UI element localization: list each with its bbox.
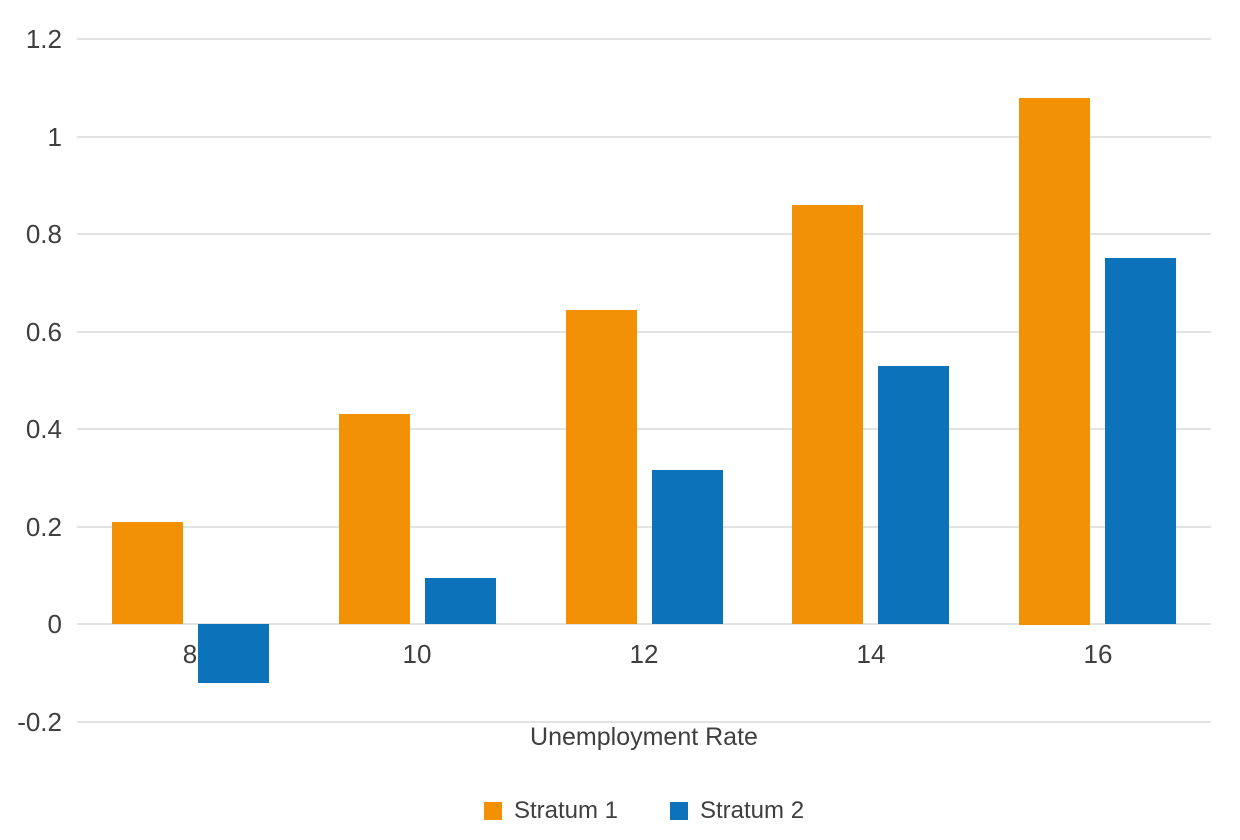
x-axis-tick-label: 16 [1083, 639, 1113, 669]
y-axis-tick-label: 0.2 [25, 512, 62, 542]
x-axis-tick-label: 8 [182, 639, 198, 669]
y-axis-tick-label: 1.2 [25, 24, 62, 54]
y-axis-tick-label: 0 [47, 609, 62, 639]
y-axis-tick-label: -0.2 [17, 707, 62, 737]
y-axis-tick-label: 0.4 [25, 414, 62, 444]
gridline [77, 623, 1211, 625]
gridline [77, 428, 1211, 430]
legend-item-stratum-1: Stratum 1 [483, 797, 618, 824]
gridline [77, 136, 1211, 138]
bar-stratum-1-x8[interactable] [112, 522, 183, 624]
x-axis-tick-label: 14 [856, 639, 886, 669]
gridline [77, 721, 1211, 723]
legend-label: Stratum 2 [700, 797, 805, 824]
x-axis-title: Unemployment Rate [530, 723, 758, 751]
legend-item-stratum-2: Stratum 2 [670, 798, 804, 824]
gridline [77, 526, 1211, 528]
bar-stratum-1-x16[interactable] [1019, 98, 1090, 625]
y-axis-tick-label: 0.8 [25, 219, 62, 249]
legend: Stratum 1 Stratum 2 [77, 798, 1211, 824]
y-axis-tick-label: 1 [47, 122, 62, 152]
x-axis-tick-label: 12 [629, 639, 659, 669]
bar-stratum-1-x14[interactable] [792, 205, 863, 624]
bar-stratum-2-x12[interactable] [652, 470, 723, 624]
bar-stratum-2-x10[interactable] [425, 578, 496, 624]
legend-label: Stratum 1 [513, 797, 618, 824]
gridline [77, 331, 1211, 333]
gridline [77, 233, 1211, 235]
bar-stratum-2-x8[interactable] [198, 624, 269, 683]
x-axis-tick-label: 10 [402, 639, 432, 669]
bar-stratum-2-x14[interactable] [878, 366, 949, 624]
gridline [77, 38, 1211, 40]
bar-stratum-1-x10[interactable] [339, 414, 410, 624]
legend-swatch-icon [483, 802, 502, 820]
legend-swatch-icon [670, 802, 688, 820]
bar-stratum-1-x12[interactable] [566, 310, 637, 624]
bar-stratum-2-x16[interactable] [1105, 258, 1176, 624]
y-axis-tick-label: 0.6 [25, 317, 62, 347]
